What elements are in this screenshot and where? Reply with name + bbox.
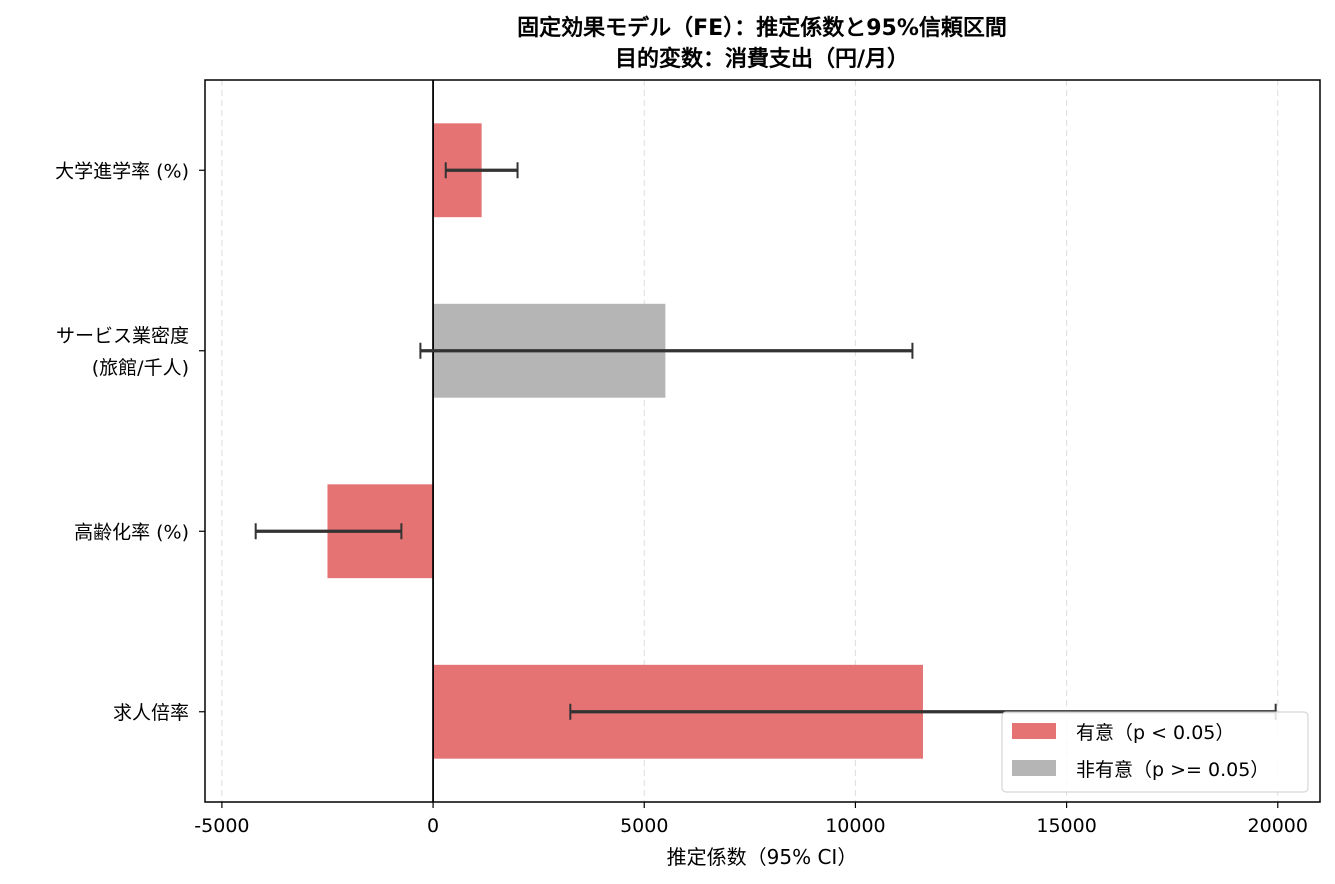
x-tick-label: 5000 xyxy=(620,815,668,837)
x-tick-label: 20000 xyxy=(1248,815,1308,837)
legend-label-significant: 有意（p < 0.05） xyxy=(1076,722,1234,744)
error-bars xyxy=(254,162,1277,720)
x-axis: -5000 0 5000 10000 15000 20000 xyxy=(194,802,1308,837)
y-tick-label: 大学進学率 (%) xyxy=(55,160,189,182)
error-bar xyxy=(419,342,914,359)
legend-swatch-significant xyxy=(1012,723,1056,739)
y-axis: 大学進学率 (%) サービス業密度 (旅館/千人) 高齢化率 (%) 求人倍率 xyxy=(55,160,205,724)
error-bar xyxy=(254,523,403,540)
x-tick-label: -5000 xyxy=(194,815,249,837)
legend-swatch-not-significant xyxy=(1012,760,1056,776)
error-bar xyxy=(444,162,519,179)
y-tick-label: 高齢化率 (%) xyxy=(74,521,189,543)
x-tick-label: 0 xyxy=(427,815,439,837)
y-tick-label: サービス業密度 xyxy=(56,325,189,347)
legend-label-not-significant: 非有意（p >= 0.05） xyxy=(1076,759,1269,781)
y-tick-label: (旅館/千人) xyxy=(92,357,189,379)
x-tick-label: 10000 xyxy=(825,815,885,837)
bars xyxy=(327,123,923,759)
legend-box xyxy=(1001,711,1309,793)
plot-frame xyxy=(204,79,1321,803)
x-tick-label: 15000 xyxy=(1036,815,1096,837)
chart-title: 固定効果モデル（FE）：推定係数と95%信頼区間 xyxy=(517,15,1007,41)
chart-subtitle: 目的変数：消費支出（円/月） xyxy=(615,46,909,72)
legend: 有意（p < 0.05） 非有意（p >= 0.05） xyxy=(1001,711,1309,793)
x-axis-label: 推定係数（95% CI） xyxy=(667,845,858,869)
y-tick-label: 求人倍率 xyxy=(113,702,189,724)
